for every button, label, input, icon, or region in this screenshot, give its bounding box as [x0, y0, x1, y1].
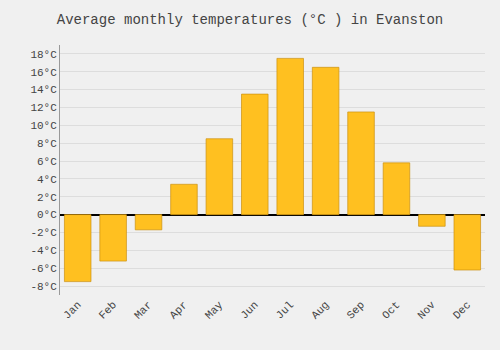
- svg-text:12°C: 12°C: [30, 102, 57, 114]
- svg-text:May: May: [203, 299, 226, 322]
- svg-text:Aug: Aug: [309, 299, 331, 321]
- svg-text:Average monthly temperatures (: Average monthly temperatures (°C ) in Ev…: [57, 12, 443, 28]
- svg-text:Apr: Apr: [167, 299, 189, 321]
- svg-text:14°C: 14°C: [30, 84, 57, 96]
- svg-text:16°C: 16°C: [30, 67, 57, 79]
- svg-text:Oct: Oct: [380, 299, 402, 321]
- svg-text:Feb: Feb: [97, 299, 119, 321]
- svg-text:0°C: 0°C: [37, 209, 57, 221]
- svg-text:18°C: 18°C: [30, 49, 57, 61]
- svg-text:-6°C: -6°C: [30, 263, 57, 275]
- svg-text:Jun: Jun: [238, 299, 260, 321]
- svg-text:8°C: 8°C: [37, 138, 57, 150]
- svg-text:10°C: 10°C: [30, 120, 57, 132]
- svg-text:Mar: Mar: [132, 299, 154, 321]
- svg-text:Nov: Nov: [415, 299, 438, 322]
- svg-text:4°C: 4°C: [37, 174, 57, 186]
- svg-text:-2°C: -2°C: [30, 227, 57, 239]
- svg-text:-4°C: -4°C: [30, 245, 57, 257]
- svg-text:Jan: Jan: [61, 299, 83, 321]
- svg-text:Jul: Jul: [274, 299, 296, 321]
- svg-text:-8°C: -8°C: [30, 281, 57, 293]
- svg-text:Dec: Dec: [451, 299, 473, 321]
- svg-text:Sep: Sep: [345, 299, 367, 321]
- svg-text:2°C: 2°C: [37, 192, 57, 204]
- svg-text:6°C: 6°C: [37, 156, 57, 168]
